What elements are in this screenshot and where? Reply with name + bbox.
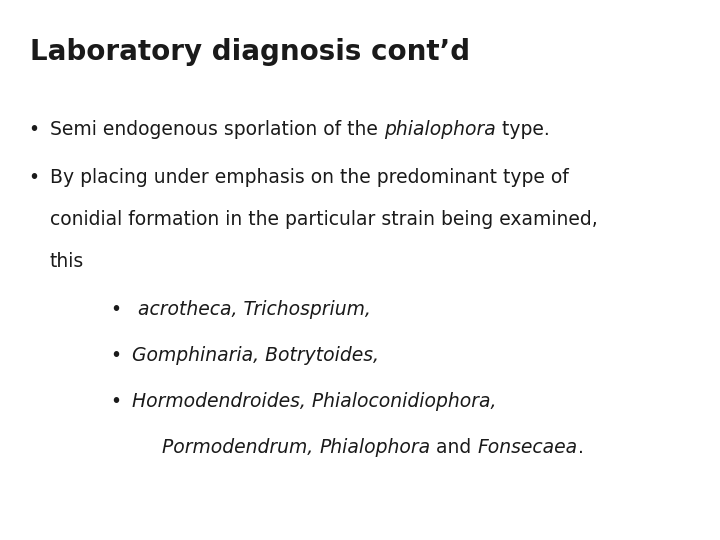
- Text: this: this: [50, 252, 84, 271]
- Text: acrotheca, Trichosprium,: acrotheca, Trichosprium,: [132, 300, 371, 319]
- Text: Fonsecaea: Fonsecaea: [477, 438, 577, 457]
- Text: Hormodendroides, Phialoconidiophora,: Hormodendroides, Phialoconidiophora,: [132, 392, 497, 411]
- Text: Laboratory diagnosis cont’d: Laboratory diagnosis cont’d: [30, 38, 470, 66]
- Text: •: •: [110, 346, 121, 365]
- Text: Phialophora: Phialophora: [319, 438, 431, 457]
- Text: type.: type.: [495, 120, 549, 139]
- Text: conidial formation in the particular strain being examined,: conidial formation in the particular str…: [50, 210, 598, 229]
- Text: Gomphinaria, Botrytoides,: Gomphinaria, Botrytoides,: [132, 346, 379, 365]
- Text: and: and: [431, 438, 477, 457]
- Text: .: .: [577, 438, 584, 457]
- Text: By placing under emphasis on the predominant type of: By placing under emphasis on the predomi…: [50, 168, 569, 187]
- Text: phialophora: phialophora: [384, 120, 495, 139]
- Text: Semi endogenous sporlation of the: Semi endogenous sporlation of the: [50, 120, 384, 139]
- Text: •: •: [28, 168, 39, 187]
- Text: •: •: [110, 392, 121, 411]
- Text: •: •: [110, 300, 121, 319]
- Text: •: •: [28, 120, 39, 139]
- Text: Pormodendrum,: Pormodendrum,: [162, 438, 319, 457]
